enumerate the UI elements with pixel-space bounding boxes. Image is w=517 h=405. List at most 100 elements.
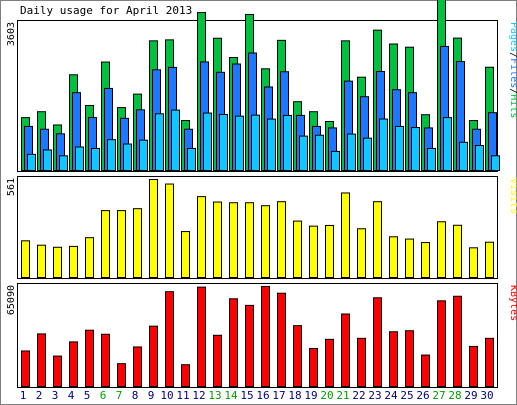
bar-visits-day-9: [149, 179, 158, 278]
bar-kbytes-day-10: [165, 291, 174, 387]
bar-visits-day-4: [69, 245, 78, 279]
legend-visits: Visits: [508, 178, 517, 214]
bar-visits-day-6: [101, 210, 110, 278]
bar-pages-day-19: [315, 134, 324, 171]
bar-pages-day-12: [203, 112, 212, 171]
x-label-day-7: 7: [116, 389, 123, 402]
panel-visits: 561 Visits: [6, 176, 517, 279]
x-label-day-22: 22: [352, 389, 365, 402]
bar-kbytes-day-1: [21, 350, 30, 388]
bar-kbytes-day-28: [453, 295, 462, 388]
y-max-label: 3603: [6, 22, 17, 46]
y-max-label: 65090: [6, 285, 17, 315]
bar-pages-day-24: [395, 125, 404, 172]
legend-hits: Hits: [508, 94, 517, 118]
x-label-day-10: 10: [160, 389, 173, 402]
x-label-day-11: 11: [176, 389, 189, 402]
bar-kbytes-day-21: [341, 313, 350, 388]
bar-visits-day-24: [389, 236, 398, 278]
bar-pages-day-15: [251, 114, 260, 172]
bar-pages-day-27: [443, 117, 452, 171]
bar-visits-day-21: [341, 192, 350, 278]
bar-pages-day-30: [491, 155, 500, 172]
bar-visits-day-3: [53, 246, 62, 278]
legend-slash: /: [508, 88, 517, 94]
bar-kbytes-day-23: [373, 297, 382, 388]
bar-pages-day-29: [475, 145, 484, 171]
bar-kbytes-day-8: [133, 346, 142, 387]
bar-pages-day-20: [331, 150, 340, 172]
bar-pages-day-23: [379, 118, 388, 171]
bar-kbytes-day-29: [469, 345, 478, 387]
bar-visits-day-8: [133, 208, 142, 279]
bar-kbytes-day-13: [213, 334, 222, 387]
bar-kbytes-day-20: [325, 338, 334, 388]
legend: Pages/Files/Hits: [508, 22, 517, 118]
x-label-day-30: 30: [480, 389, 493, 402]
x-label-day-20: 20: [320, 389, 333, 402]
bar-pages-day-3: [59, 155, 68, 172]
x-label-day-14: 14: [224, 389, 238, 402]
x-label-day-18: 18: [288, 389, 301, 402]
bar-visits-day-20: [325, 224, 334, 279]
chart-title: Daily usage for April 2013: [20, 4, 192, 17]
bar-kbytes-day-7: [117, 363, 126, 387]
bar-kbytes-day-19: [309, 347, 318, 388]
bar-pages-day-1: [27, 153, 36, 171]
bar-pages-day-5: [91, 147, 100, 171]
bar-pages-day-26: [427, 147, 436, 171]
bar-kbytes-day-27: [437, 300, 446, 387]
bar-visits-day-2: [37, 244, 46, 278]
bar-visits-day-15: [245, 202, 254, 278]
x-label-day-3: 3: [52, 389, 59, 402]
bar-kbytes-day-5: [85, 329, 94, 387]
x-label-day-6: 6: [100, 389, 107, 402]
panel-hits-files-pages: 3603 Pages/Files/Hits: [6, 0, 517, 172]
bar-visits-day-14: [229, 202, 238, 278]
bar-kbytes-day-11: [181, 364, 190, 387]
bar-kbytes-day-22: [357, 337, 366, 387]
bar-pages-day-16: [267, 118, 276, 172]
x-label-day-29: 29: [464, 389, 477, 402]
bar-pages-day-14: [235, 115, 244, 171]
legend: Visits: [508, 178, 517, 214]
bar-visits-day-23: [373, 201, 382, 278]
bar-visits-day-25: [405, 238, 414, 279]
panel-kbytes: 65090 KBytes: [6, 283, 517, 388]
bar-kbytes-day-4: [69, 341, 78, 388]
bar-pages-day-17: [283, 114, 292, 171]
x-label-day-24: 24: [384, 389, 398, 402]
bar-kbytes-day-3: [53, 355, 62, 387]
bar-pages-day-2: [43, 149, 52, 171]
x-label-day-23: 23: [368, 389, 381, 402]
bar-visits-day-12: [197, 196, 206, 278]
x-label-day-17: 17: [272, 389, 285, 402]
x-label-day-27: 27: [432, 389, 445, 402]
bar-pages-day-22: [363, 137, 372, 171]
bar-visits-day-5: [85, 237, 94, 279]
x-label-day-25: 25: [400, 389, 413, 402]
bar-kbytes-day-26: [421, 354, 430, 387]
x-label-day-13: 13: [208, 389, 221, 402]
bar-pages-day-11: [187, 147, 196, 171]
bar-kbytes-day-15: [245, 304, 254, 388]
bar-pages-day-21: [347, 133, 356, 171]
bar-kbytes-day-30: [485, 337, 494, 387]
bar-pages-day-28: [459, 141, 468, 172]
bar-visits-day-18: [293, 220, 302, 279]
bar-kbytes-day-2: [37, 333, 46, 388]
x-label-day-28: 28: [448, 389, 461, 402]
bar-kbytes-day-25: [405, 330, 414, 388]
bar-visits-day-27: [437, 221, 446, 278]
x-label-day-5: 5: [84, 389, 91, 402]
x-label-day-19: 19: [304, 389, 317, 402]
bar-visits-day-11: [181, 231, 190, 278]
bar-pages-day-7: [123, 143, 132, 171]
legend-files: Files: [508, 58, 517, 88]
bar-kbytes-day-17: [277, 292, 286, 387]
bar-visits-day-17: [277, 201, 286, 278]
bar-visits-day-28: [453, 224, 462, 278]
x-label-day-1: 1: [20, 389, 27, 402]
bar-kbytes-day-16: [261, 286, 270, 387]
